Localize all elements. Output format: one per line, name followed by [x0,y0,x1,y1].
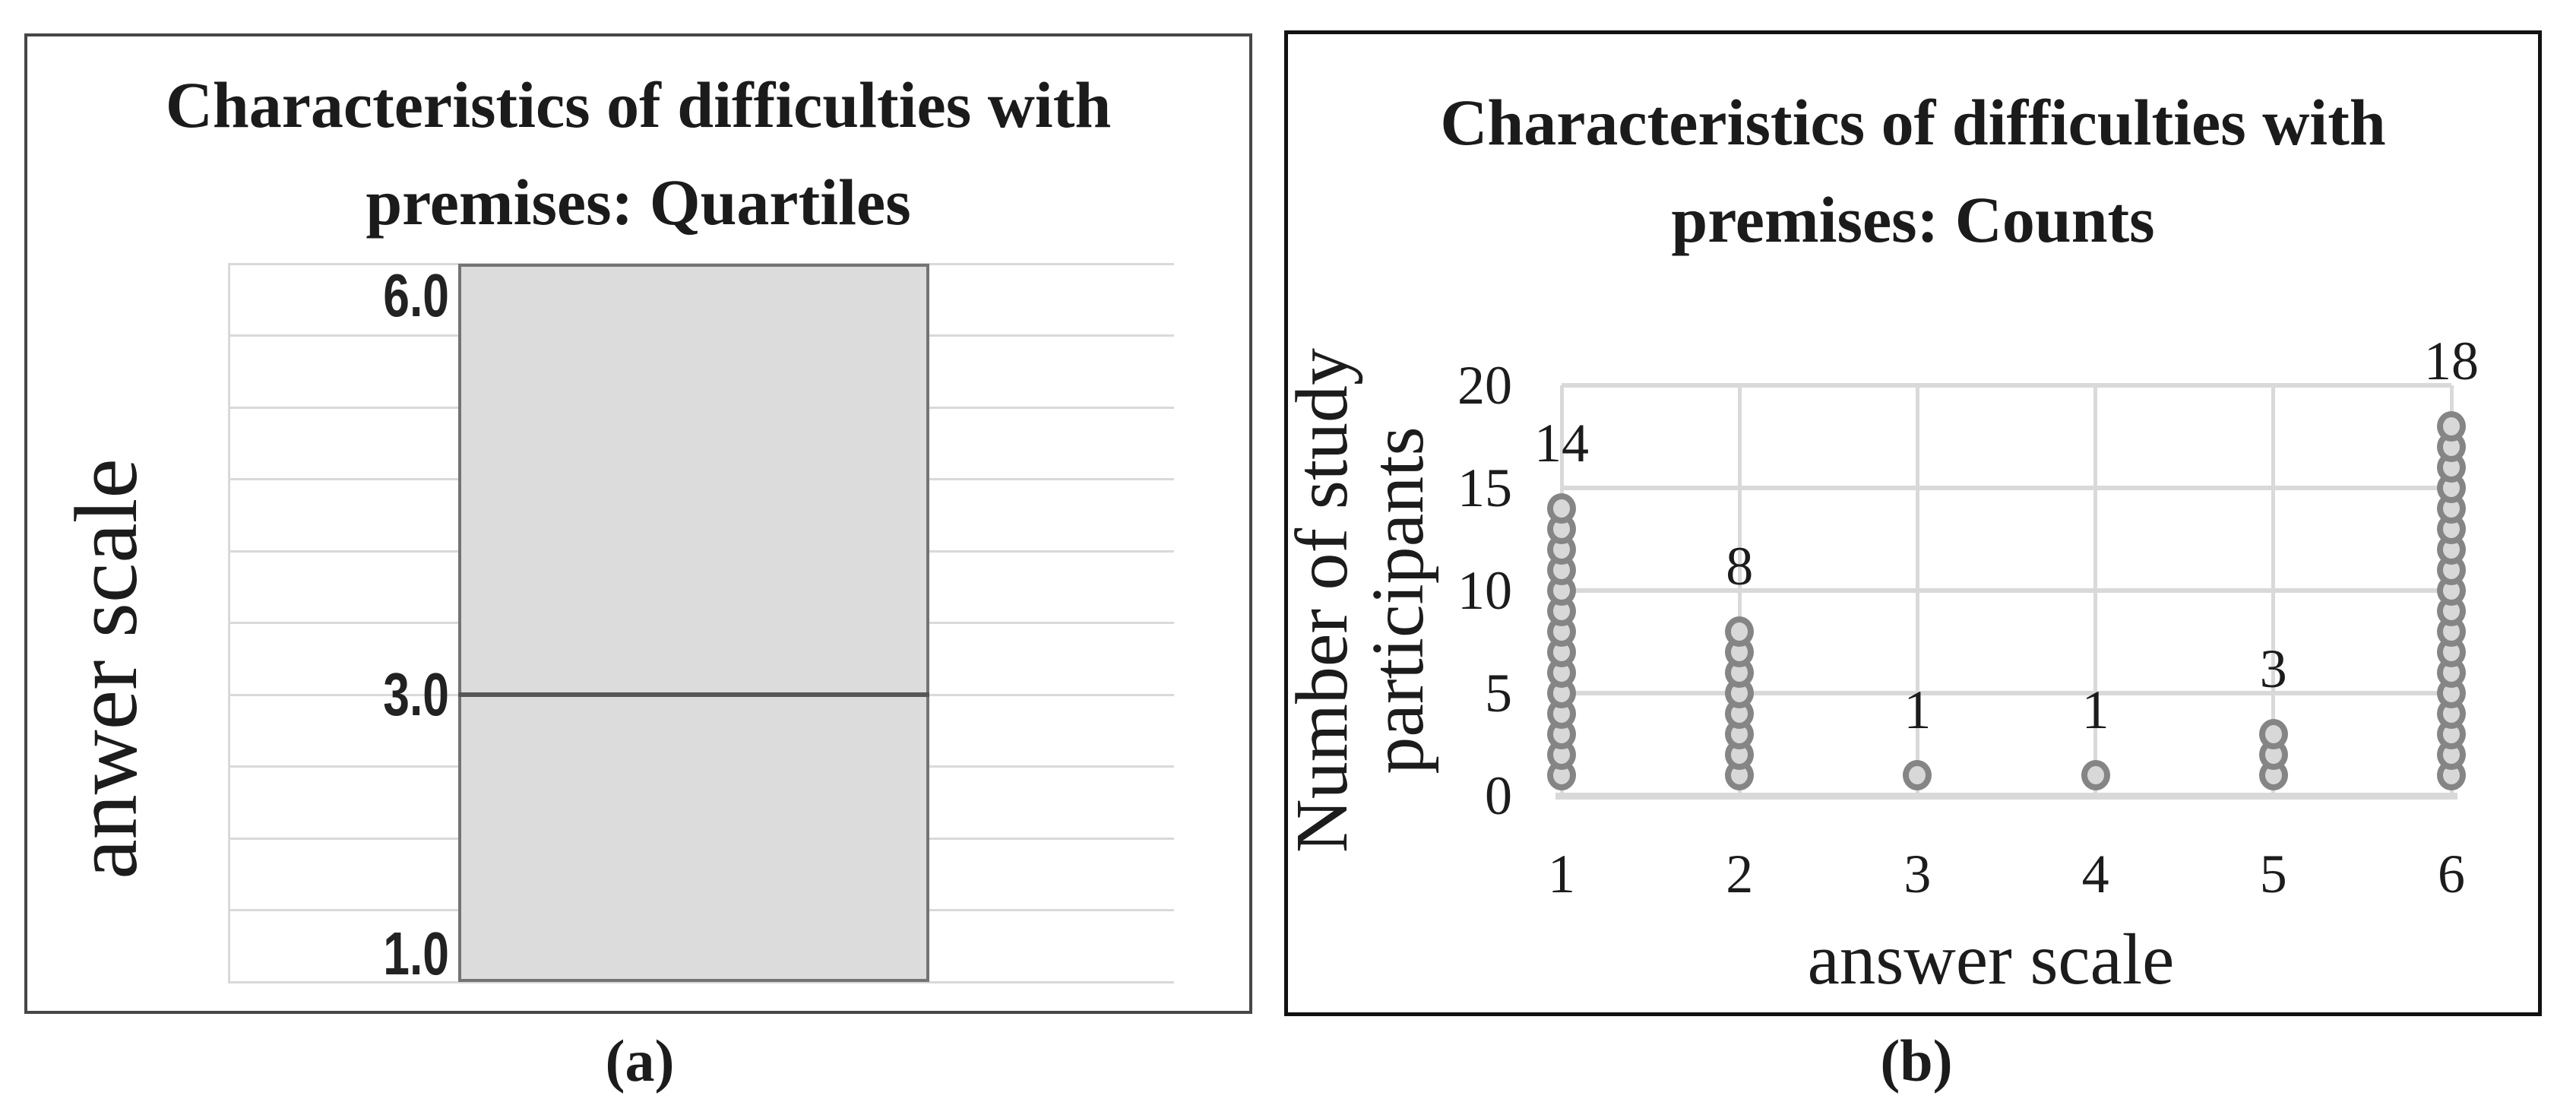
plot-area-b: answer scale 14 1 8 2 1 3 1 4 3 5 18 6 [1534,331,2479,999]
plot-area-a: 6.0 3.0 1.0 [228,261,1174,987]
gridline [1915,385,1919,796]
x-tick-label: 2 [1726,844,1754,904]
count-label: 1 [1904,679,1932,740]
chart-a-title-line1: Characteristics of difficulties with [165,68,1112,141]
chart-b-title: Characteristics of difficulties with pre… [1288,74,2538,268]
gridline [2271,385,2276,796]
caption-a: (a) [605,1028,675,1094]
count-label: 18 [2424,330,2479,391]
data-point-dot [2437,411,2466,442]
chart-a-title-line2: premises: Quartiles [366,166,911,239]
gridline [2093,385,2098,796]
x-tick-label: 5 [2259,844,2287,904]
caption-b: (b) [1880,1028,1953,1094]
panel-b-counts-chart: Characteristics of difficulties with pre… [1281,30,2542,1016]
y-tick-label: 15 [1457,458,1512,518]
gridline [1562,691,2451,695]
chart-a-y-axis-title: anwer scale [56,458,156,879]
quartile-box [458,264,929,982]
gridline [1562,486,2451,490]
data-point-dot [2081,760,2110,790]
count-label: 1 [2081,679,2109,740]
chart-a-title: Characteristics of difficulties with pre… [27,56,1249,251]
data-point-dot [1547,493,1576,524]
x-tick-label: 3 [1904,844,1932,904]
y-axis-line [228,264,230,982]
quartile-value-label: 6.0 [383,261,449,329]
median-line [458,692,929,697]
chart-b-title-line1: Characteristics of difficulties with [1440,86,2386,159]
panel-a-quartiles-chart: Characteristics of difficulties with pre… [24,33,1252,1014]
data-point-dot [2258,719,2288,749]
gridline [228,980,1174,983]
gridline [1562,588,2451,593]
count-label: 8 [1726,535,1754,597]
y-tick-label: 5 [1485,663,1512,724]
count-label: 14 [1534,412,1589,473]
gridline [1737,385,1742,796]
x-tick-label: 1 [1548,844,1575,904]
count-label: 3 [2259,638,2287,699]
x-tick-label: 6 [2438,844,2465,904]
chart-b-x-axis-title: answer scale [1807,919,2175,999]
y-tick-label: 20 [1457,355,1512,416]
y-tick-label: 10 [1457,560,1512,621]
x-tick-label: 4 [2081,844,2109,904]
chart-b-title-line2: premises: Counts [1671,183,2155,256]
data-point-dot [1903,760,1932,790]
x-axis-line [1555,793,2457,800]
y-tick-label: 0 [1485,765,1512,826]
gridline [1562,383,2451,388]
quartile-value-label: 3.0 [383,660,449,728]
quartile-value-label: 1.0 [383,920,449,987]
data-point-dot [1725,616,1755,647]
